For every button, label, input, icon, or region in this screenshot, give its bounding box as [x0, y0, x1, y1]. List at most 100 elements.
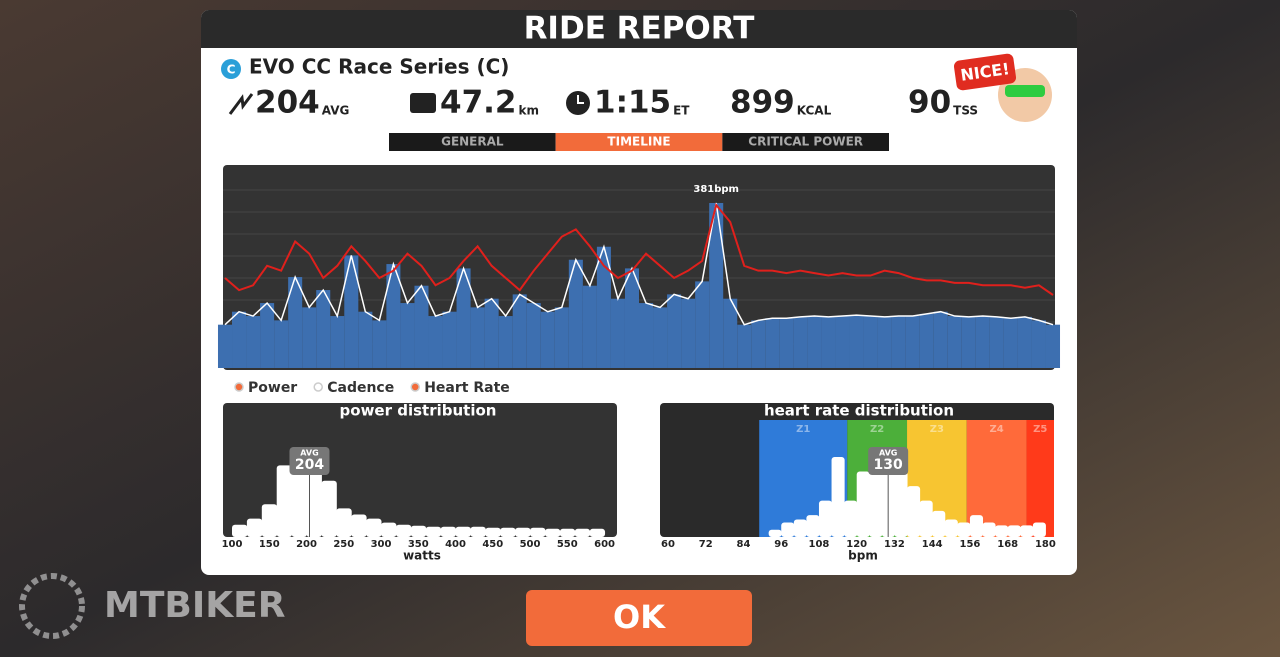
stat-unit: ET: [673, 104, 690, 118]
tab-label[interactable]: GENERAL: [441, 135, 504, 149]
power-bar: [414, 285, 429, 368]
dist-bar: [470, 526, 486, 537]
power-bar: [933, 311, 948, 368]
x-tick-label: 400: [445, 539, 466, 550]
dist-bar: [944, 519, 958, 537]
power-bar: [1017, 316, 1032, 368]
x-tick-label: 144: [922, 539, 943, 550]
dist-bar: [530, 527, 546, 537]
dist-bar: [969, 515, 984, 537]
dist-bar: [793, 519, 807, 537]
x-tick-label: 300: [371, 539, 392, 550]
power-bar: [667, 294, 682, 368]
dist-bar: [515, 527, 531, 537]
x-tick-label: 72: [699, 539, 713, 550]
x-tick-label: 150: [259, 539, 280, 550]
x-tick-label: 168: [997, 539, 1018, 550]
dist-bar: [781, 522, 795, 537]
dist-bar: [425, 526, 442, 537]
dist-bar: [306, 460, 322, 537]
zone-label: Z2: [870, 424, 884, 435]
dist-bar: [261, 504, 278, 537]
x-axis-label: watts: [403, 549, 441, 563]
stat-unit: TSS: [953, 104, 978, 118]
power-bar: [709, 203, 724, 368]
dist-bar: [831, 457, 845, 537]
power-bar: [723, 298, 738, 368]
power-bar: [582, 285, 597, 368]
power-outline: [224, 202, 1054, 326]
dist-bar: [455, 526, 471, 537]
legend-label: Power: [248, 380, 297, 396]
tab[interactable]: [389, 133, 556, 151]
power-bar: [624, 268, 639, 368]
power-bar: [498, 316, 513, 368]
power-bar: [765, 318, 780, 368]
ok-button[interactable]: [526, 590, 752, 646]
dist-title: heart rate distribution: [764, 402, 954, 420]
power-bar: [639, 303, 654, 368]
dist-bar: [395, 524, 412, 537]
power-bar: [386, 264, 401, 368]
dist-bar: [485, 527, 501, 537]
dist-bar: [1007, 525, 1021, 537]
category-letter: C: [227, 63, 236, 77]
power-bar: [779, 318, 794, 368]
power-bar: [274, 320, 289, 368]
power-bar: [456, 268, 471, 368]
stat-value: 47.2: [440, 85, 517, 121]
dist-bar: [869, 457, 883, 537]
legend-label: Heart Rate: [424, 380, 510, 396]
dist-bar: [1020, 525, 1034, 537]
x-axis-label: bpm: [848, 549, 878, 563]
power-bar: [554, 307, 569, 368]
x-tick-label: 120: [846, 539, 867, 550]
tab-label[interactable]: TIMELINE: [607, 135, 670, 149]
dist-bar: [768, 529, 782, 537]
x-tick-label: 250: [333, 539, 354, 550]
power-bar: [989, 316, 1004, 368]
power-bar: [596, 246, 611, 368]
dist-bar: [919, 500, 933, 537]
x-tick-label: 450: [482, 539, 503, 550]
dist-bar: [336, 508, 352, 537]
dist-bar: [995, 525, 1009, 537]
zone-label: Z3: [930, 424, 944, 435]
power-bar: [246, 316, 261, 368]
dist-title: power distribution: [340, 402, 497, 420]
power-bar: [610, 298, 625, 368]
tab[interactable]: [722, 133, 889, 151]
x-tick-label: 180: [1035, 539, 1056, 550]
x-tick-label: 156: [959, 539, 980, 550]
x-tick-label: 200: [296, 539, 317, 550]
power-bar: [975, 316, 990, 368]
hr-zone: [1026, 420, 1054, 537]
tab[interactable]: [555, 133, 723, 151]
title: RIDE REPORT: [524, 11, 755, 47]
x-tick-label: 550: [557, 539, 578, 550]
power-bar: [653, 307, 668, 368]
avg-value: 130: [874, 457, 903, 473]
avg-tag: AVG: [300, 449, 318, 458]
x-tick-label: 96: [774, 539, 788, 550]
watermark: MTBIKER: [104, 585, 285, 626]
power-bar: [358, 311, 373, 368]
power-bar: [288, 277, 303, 368]
power-bar: [232, 311, 247, 368]
power-bar: [316, 290, 331, 368]
power-bar: [372, 320, 387, 368]
power-bar: [512, 294, 527, 368]
power-bar: [863, 316, 878, 368]
sticker: [953, 53, 1017, 91]
tab-label[interactable]: CRITICAL POWER: [748, 135, 863, 149]
dist-bar: [559, 528, 576, 537]
dist-bar: [276, 465, 293, 537]
power-bar: [737, 324, 752, 368]
dist-bar: [410, 525, 427, 537]
dist-bar: [818, 500, 833, 537]
stat-value: 204: [255, 85, 320, 121]
ok-label[interactable]: OK: [613, 598, 666, 636]
stat-unit: km: [519, 104, 539, 118]
avatar-glasses: [1005, 85, 1045, 97]
power-bar: [400, 303, 415, 368]
